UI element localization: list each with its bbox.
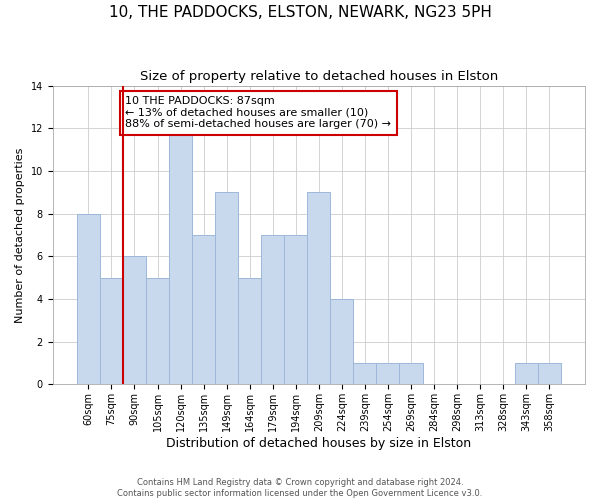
Bar — [169, 128, 192, 384]
Bar — [376, 363, 400, 384]
Bar — [100, 278, 123, 384]
Y-axis label: Number of detached properties: Number of detached properties — [15, 148, 25, 322]
Bar — [307, 192, 331, 384]
Bar — [215, 192, 238, 384]
Bar — [331, 299, 353, 384]
Title: Size of property relative to detached houses in Elston: Size of property relative to detached ho… — [140, 70, 498, 83]
Bar — [238, 278, 261, 384]
Bar — [192, 235, 215, 384]
Bar — [123, 256, 146, 384]
Bar — [261, 235, 284, 384]
Bar — [353, 363, 376, 384]
Bar — [77, 214, 100, 384]
Text: 10, THE PADDOCKS, ELSTON, NEWARK, NG23 5PH: 10, THE PADDOCKS, ELSTON, NEWARK, NG23 5… — [109, 5, 491, 20]
Bar — [146, 278, 169, 384]
Text: Contains HM Land Registry data © Crown copyright and database right 2024.
Contai: Contains HM Land Registry data © Crown c… — [118, 478, 482, 498]
Bar — [400, 363, 422, 384]
Bar — [538, 363, 561, 384]
Bar — [284, 235, 307, 384]
X-axis label: Distribution of detached houses by size in Elston: Distribution of detached houses by size … — [166, 437, 472, 450]
Bar — [515, 363, 538, 384]
Text: 10 THE PADDOCKS: 87sqm
← 13% of detached houses are smaller (10)
88% of semi-det: 10 THE PADDOCKS: 87sqm ← 13% of detached… — [125, 96, 391, 130]
